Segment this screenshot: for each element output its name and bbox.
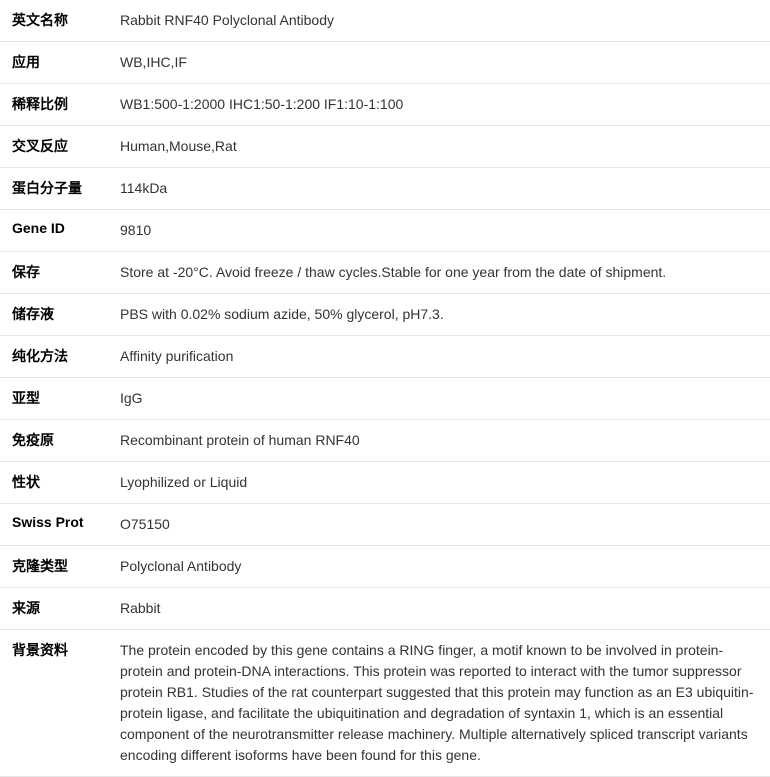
spec-value: 9810 <box>120 220 758 241</box>
spec-label: 克隆类型 <box>12 556 120 577</box>
spec-value: The protein encoded by this gene contain… <box>120 640 758 766</box>
table-row: 储存液PBS with 0.02% sodium azide, 50% glyc… <box>0 294 770 336</box>
spec-value: Lyophilized or Liquid <box>120 472 758 493</box>
spec-value: O75150 <box>120 514 758 535</box>
table-row: 来源Rabbit <box>0 588 770 630</box>
table-row: Gene ID9810 <box>0 210 770 252</box>
table-row: 稀释比例WB1:500-1:2000 IHC1:50-1:200 IF1:10-… <box>0 84 770 126</box>
table-row: 性状Lyophilized or Liquid <box>0 462 770 504</box>
spec-value: IgG <box>120 388 758 409</box>
table-row: 背景资料The protein encoded by this gene con… <box>0 630 770 777</box>
spec-label: 应用 <box>12 52 120 73</box>
spec-label: 免疫原 <box>12 430 120 451</box>
spec-label: Gene ID <box>12 220 120 241</box>
spec-value: Human,Mouse,Rat <box>120 136 758 157</box>
spec-label: 交叉反应 <box>12 136 120 157</box>
spec-label: Swiss Prot <box>12 514 120 535</box>
table-row: 保存Store at -20°C. Avoid freeze / thaw cy… <box>0 252 770 294</box>
spec-table: 英文名称Rabbit RNF40 Polyclonal Antibody应用WB… <box>0 0 770 777</box>
spec-value: Rabbit RNF40 Polyclonal Antibody <box>120 10 758 31</box>
spec-value: Recombinant protein of human RNF40 <box>120 430 758 451</box>
spec-label: 纯化方法 <box>12 346 120 367</box>
table-row: Swiss ProtO75150 <box>0 504 770 546</box>
spec-label: 稀释比例 <box>12 94 120 115</box>
table-row: 亚型IgG <box>0 378 770 420</box>
table-row: 交叉反应Human,Mouse,Rat <box>0 126 770 168</box>
spec-label: 亚型 <box>12 388 120 409</box>
spec-value: Polyclonal Antibody <box>120 556 758 577</box>
spec-value: Store at -20°C. Avoid freeze / thaw cycl… <box>120 262 758 283</box>
table-row: 纯化方法Affinity purification <box>0 336 770 378</box>
spec-label: 蛋白分子量 <box>12 178 120 199</box>
table-row: 蛋白分子量114kDa <box>0 168 770 210</box>
spec-value: WB,IHC,IF <box>120 52 758 73</box>
spec-label: 英文名称 <box>12 10 120 31</box>
spec-label: 性状 <box>12 472 120 493</box>
spec-value: PBS with 0.02% sodium azide, 50% glycero… <box>120 304 758 325</box>
table-row: 免疫原Recombinant protein of human RNF40 <box>0 420 770 462</box>
spec-label: 储存液 <box>12 304 120 325</box>
spec-label: 保存 <box>12 262 120 283</box>
spec-label: 来源 <box>12 598 120 619</box>
spec-label: 背景资料 <box>12 640 120 766</box>
spec-value: WB1:500-1:2000 IHC1:50-1:200 IF1:10-1:10… <box>120 94 758 115</box>
table-row: 应用WB,IHC,IF <box>0 42 770 84</box>
table-row: 克隆类型Polyclonal Antibody <box>0 546 770 588</box>
spec-value: 114kDa <box>120 178 758 199</box>
table-row: 英文名称Rabbit RNF40 Polyclonal Antibody <box>0 0 770 42</box>
spec-value: Rabbit <box>120 598 758 619</box>
spec-value: Affinity purification <box>120 346 758 367</box>
